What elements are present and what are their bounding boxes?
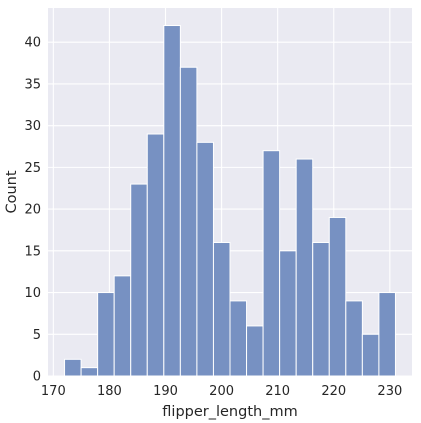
histogram-bar <box>246 325 264 377</box>
y-tick-label: 25 <box>24 161 41 176</box>
y-tick-label: 15 <box>24 244 41 259</box>
histogram-bar <box>113 275 132 377</box>
y-tick-label: 40 <box>24 36 41 51</box>
x-tick-label: 210 <box>265 384 290 399</box>
histogram-bar <box>130 183 148 377</box>
tick-layer: 0 5 10 15 20 25 30 35 40 170 180 190 200 210 220 230 <box>24 36 402 399</box>
histogram-bar <box>179 66 198 377</box>
x-tick-label: 180 <box>97 384 122 399</box>
histogram-bar <box>295 158 314 377</box>
y-tick-label: 5 <box>33 328 41 343</box>
x-tick-label: 200 <box>209 384 234 399</box>
histogram-bar <box>196 141 214 377</box>
histogram-bar <box>378 292 396 377</box>
y-tick-label: 10 <box>24 286 41 301</box>
y-tick-label: 30 <box>24 119 41 134</box>
histogram-bar <box>312 241 330 377</box>
x-axis-title: flipper_length_mm <box>162 404 297 420</box>
histogram-bar <box>279 250 297 377</box>
y-axis-title: Count <box>4 170 20 213</box>
x-tick-label: 220 <box>321 384 346 399</box>
y-tick-label: 20 <box>24 203 41 218</box>
histogram-bar <box>146 133 165 377</box>
x-tick-label: 230 <box>377 384 402 399</box>
histogram-bar <box>345 300 363 377</box>
histogram-bar <box>80 367 99 377</box>
histogram-bar <box>64 358 82 377</box>
histogram-bar <box>97 292 115 377</box>
histogram-bar <box>212 241 231 377</box>
x-tick-label: 170 <box>41 384 66 399</box>
x-tick-label: 190 <box>153 384 178 399</box>
bar-layer <box>64 25 396 377</box>
histogram-bar <box>163 25 181 377</box>
y-tick-label: 0 <box>33 370 41 385</box>
histogram-bar <box>328 216 347 377</box>
y-tick-label: 35 <box>24 77 41 92</box>
histogram-bar <box>262 150 281 377</box>
histogram-bar <box>361 333 380 377</box>
histogram-bar <box>229 300 248 377</box>
